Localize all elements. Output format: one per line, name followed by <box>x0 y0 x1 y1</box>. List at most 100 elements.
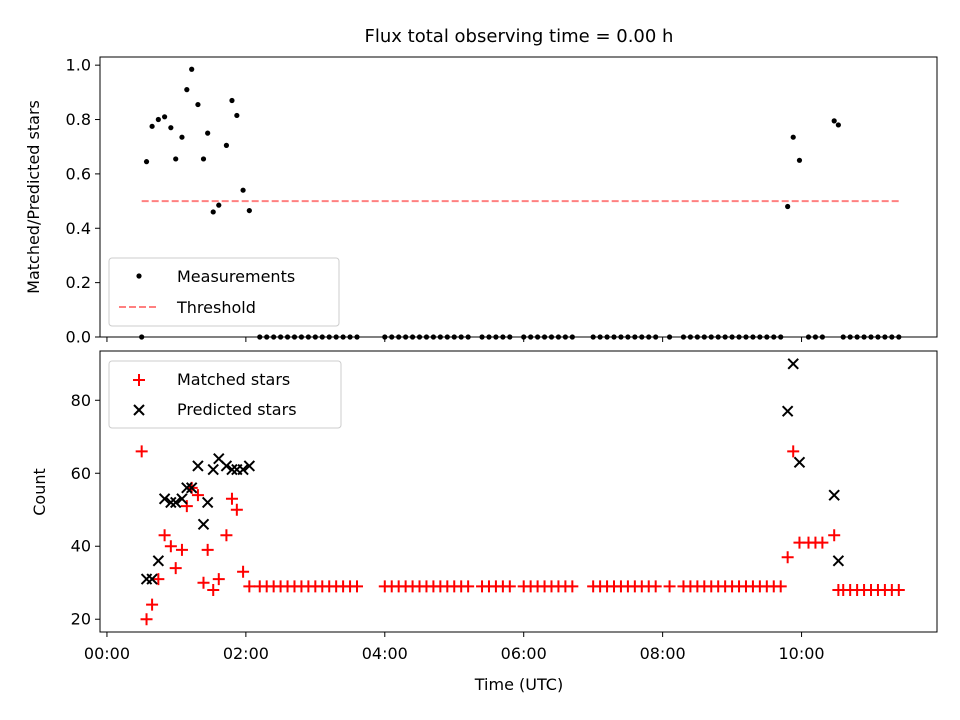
matched-stars-point <box>230 503 243 516</box>
ratio-y-ticks: 0.0 0.2 0.4 0.6 0.8 1.0 <box>66 56 100 347</box>
matched-stars-point <box>146 598 159 611</box>
measurements-point <box>831 118 837 124</box>
measurements-point <box>210 209 216 215</box>
matched-stars-point <box>649 580 662 593</box>
matched-stars-point <box>135 445 148 458</box>
predicted-stars-point <box>828 489 840 501</box>
predicted-stars-point <box>165 496 177 509</box>
x-tick-label: 10:00 <box>778 644 824 663</box>
legend-label-measurements: Measurements <box>177 267 295 286</box>
matched-stars-point <box>462 580 475 593</box>
count-y-tick-label: 80 <box>71 391 91 410</box>
matched-stars-point <box>892 584 905 597</box>
count-x-ticks: 00:00 02:00 04:00 06:00 08:00 10:00 <box>84 632 825 663</box>
x-tick-label: 08:00 <box>640 644 686 663</box>
predicted-stars-point <box>832 555 845 567</box>
matched-stars-point <box>225 492 238 505</box>
legend-marker-matched-stars <box>133 374 145 386</box>
ratio-y-tick-label: 1.0 <box>66 56 91 75</box>
ratio-legend-frame <box>108 257 340 327</box>
matched-stars-point <box>351 580 364 593</box>
predicted-stars-point <box>192 460 204 472</box>
matched-stars-point <box>152 573 165 586</box>
predicted-stars-point <box>781 405 794 417</box>
measurements-point <box>143 159 150 165</box>
ratio-legend: Measurements Threshold <box>108 257 340 327</box>
ratio-y-tick-label: 0.0 <box>66 328 91 347</box>
predicted-stars-point <box>226 463 238 476</box>
predicted-stars-point <box>185 482 198 494</box>
predicted-stars-point <box>201 496 214 509</box>
predicted-stars-point <box>181 482 193 494</box>
measurements-point <box>179 134 185 140</box>
ratio-plot-marks <box>139 66 902 340</box>
matched-stars-point <box>169 562 182 575</box>
count-y-tick-label: 20 <box>71 610 91 629</box>
predicted-stars-point <box>140 573 153 585</box>
measurements-point <box>184 87 190 93</box>
predicted-stars-point <box>158 493 171 505</box>
x-tick-label: 00:00 <box>84 644 130 663</box>
measurements-point <box>240 187 246 193</box>
ratio-plot-frame <box>99 56 938 338</box>
matched-stars-point <box>828 529 841 542</box>
legend-label-predicted-stars: Predicted stars <box>177 400 297 419</box>
measurements-point <box>155 116 161 123</box>
matched-stars-point <box>503 580 516 593</box>
measurements-point <box>200 156 207 162</box>
predicted-stars-point <box>220 460 233 472</box>
measurements-point <box>835 122 841 128</box>
matched-stars-point <box>197 576 210 589</box>
measurements-point <box>216 202 222 208</box>
measurements-point <box>796 157 803 163</box>
predicted-stars-point <box>787 358 799 370</box>
predicted-stars-point <box>146 573 158 585</box>
measurements-point <box>246 207 252 214</box>
legend-label-threshold: Threshold <box>176 298 256 317</box>
ratio-y-tick-label: 0.2 <box>66 273 91 292</box>
matched-stars-point <box>663 580 676 593</box>
legend-marker-measurements <box>136 273 142 279</box>
predicted-stars-point <box>176 493 188 505</box>
ratio-y-tick-label: 0.6 <box>66 164 91 183</box>
measurements-point <box>229 97 235 104</box>
predicted-stars-point <box>170 496 182 509</box>
measurements-point <box>223 142 230 148</box>
ratio-x-ticks <box>106 337 803 342</box>
predicted-stars-point <box>152 555 165 567</box>
count-y-tick-label: 60 <box>71 464 91 483</box>
measurements-point <box>195 101 201 108</box>
matched-stars-point <box>180 500 193 513</box>
count-y-axis-label: Count <box>30 468 49 516</box>
x-axis-label: Time (UTC) <box>474 675 563 694</box>
matched-stars-point <box>774 580 787 593</box>
matched-stars-point <box>140 613 153 626</box>
measurements-point <box>173 156 179 162</box>
measurements-point <box>205 130 211 136</box>
matched-stars-point <box>237 565 250 578</box>
x-tick-label: 02:00 <box>223 644 269 663</box>
matched-stars-point <box>164 540 177 553</box>
matched-stars-point <box>212 573 225 586</box>
measurements-point <box>189 66 195 72</box>
matched-stars-point <box>175 543 188 556</box>
count-plot-marks <box>135 358 905 626</box>
matched-stars-point <box>207 584 220 597</box>
ratio-panel: 0.0 0.2 0.4 0.6 0.8 1.0 Matched/Predicted sta… <box>24 56 938 347</box>
matched-stars-point <box>787 445 800 458</box>
figure-title: Flux total observing time = 0.00 h <box>365 26 674 47</box>
count-legend: Matched stars Predicted stars <box>108 360 342 429</box>
x-tick-label: 04:00 <box>362 644 408 663</box>
matched-stars-point <box>220 529 233 542</box>
predicted-stars-point <box>197 518 210 531</box>
count-y-ticks: 20 40 60 80 <box>71 391 100 629</box>
measurements-point <box>168 125 174 131</box>
predicted-stars-point <box>207 463 219 476</box>
count-plot-frame <box>99 350 938 633</box>
legend-label-matched-stars: Matched stars <box>177 370 290 389</box>
measurements-point <box>785 203 791 210</box>
matched-stars-point <box>158 529 171 542</box>
ratio-y-tick-label: 0.4 <box>66 219 91 238</box>
